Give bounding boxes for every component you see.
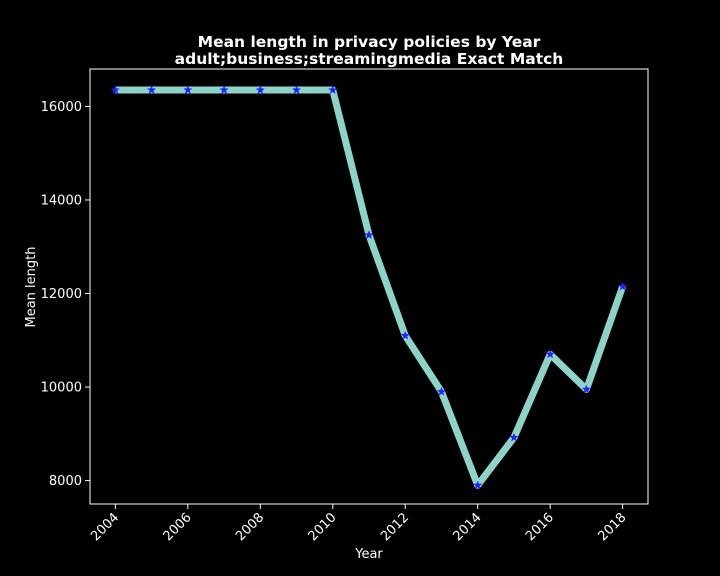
data-point-marker <box>255 85 266 95</box>
y-tick-label: 16000 <box>41 100 82 115</box>
data-point-marker <box>364 230 374 240</box>
x-axis-label: Year <box>354 547 383 562</box>
y-tick-label: 12000 <box>41 287 82 302</box>
y-tick-label: 8000 <box>49 474 82 489</box>
data-point-marker <box>291 85 302 95</box>
data-point-marker <box>219 85 229 95</box>
chart-title: Mean length in privacy policies by Year <box>198 33 541 51</box>
data-point-marker <box>400 330 410 340</box>
y-axis-label: Mean length <box>24 247 39 328</box>
data-point-marker <box>183 85 193 95</box>
y-tick-label: 10000 <box>41 381 82 396</box>
data-point-marker <box>545 349 555 359</box>
chart-subtitle: adult;business;streamingmedia Exact Matc… <box>175 50 564 68</box>
data-point-marker <box>473 480 483 490</box>
data-point-marker <box>146 85 157 95</box>
y-tick-label: 14000 <box>41 193 82 208</box>
data-point-marker <box>581 384 592 394</box>
data-point-marker <box>110 85 121 95</box>
data-point-marker <box>436 386 447 396</box>
axes-frame <box>89 68 649 505</box>
data-point-marker <box>617 281 628 291</box>
data-point-marker <box>509 432 519 442</box>
data-point-marker <box>328 85 338 95</box>
